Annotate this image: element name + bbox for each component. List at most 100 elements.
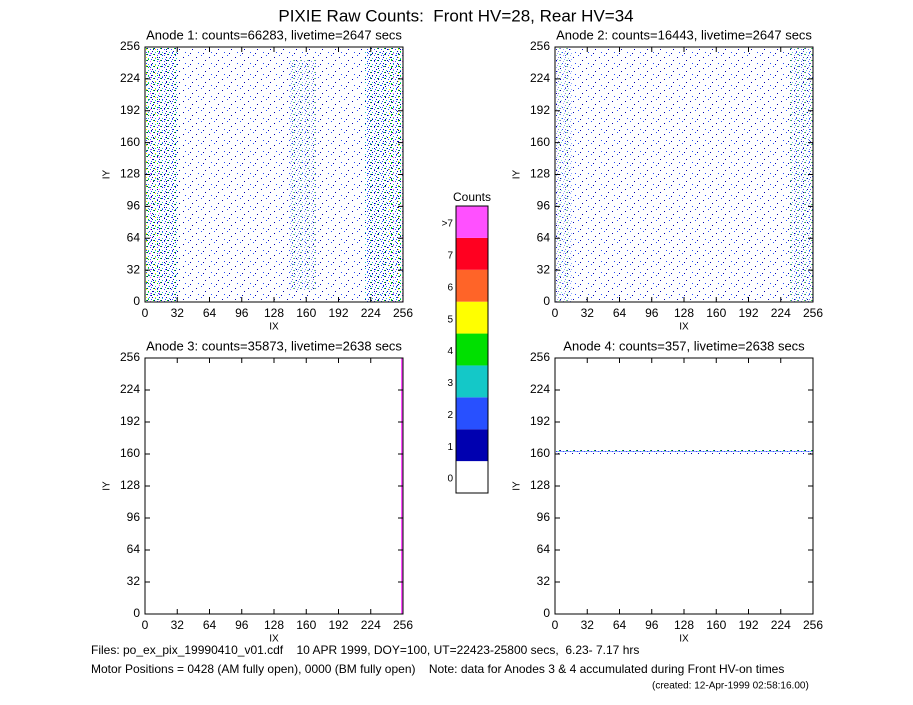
x-tick-label: 192 (738, 618, 758, 632)
panel-title: Anode 3: counts=35873, livetime=2638 sec… (146, 338, 402, 353)
y-tick-label: 0 (543, 606, 550, 620)
y-axis-label: IY (512, 481, 523, 491)
y-tick-label: 64 (127, 542, 141, 556)
panel-title: Anode 4: counts=357, livetime=2638 secs (563, 338, 805, 353)
y-tick-label: 192 (120, 414, 140, 428)
y-tick-label: 0 (133, 606, 140, 620)
plot-frame (144, 357, 404, 615)
y-tick-label: 64 (537, 230, 551, 244)
y-tick-label: 224 (120, 71, 140, 85)
x-tick-label: 96 (645, 618, 659, 632)
colorbar-label: 4 (447, 346, 453, 357)
y-tick-label: 128 (530, 167, 550, 181)
x-tick-label: 0 (552, 306, 559, 320)
x-tick-label: 224 (361, 306, 381, 320)
x-tick-label: 64 (203, 306, 217, 320)
footer-files: Files: po_ex_pix_19990410_v01.cdf 10 APR… (91, 643, 639, 657)
y-tick-label: 32 (537, 262, 551, 276)
colorbar-frame (455, 205, 489, 494)
x-tick-label: 256 (803, 618, 823, 632)
y-tick-label: 96 (537, 199, 551, 213)
colorbar-label: 3 (447, 378, 453, 389)
colorbar-label: 0 (447, 474, 453, 485)
y-tick-label: 256 (530, 39, 550, 53)
colorbar-segment (456, 461, 488, 493)
footer-created: (created: 12-Apr-1999 02:58:16.00) (652, 681, 809, 692)
x-tick-label: 160 (296, 618, 316, 632)
colorbar-segment (456, 206, 488, 238)
x-tick-label: 0 (552, 618, 559, 632)
y-tick-label: 32 (127, 574, 141, 588)
x-tick-label: 256 (803, 306, 823, 320)
x-tick-label: 32 (171, 618, 185, 632)
x-tick-label: 160 (706, 306, 726, 320)
x-tick-label: 96 (645, 306, 659, 320)
x-tick-label: 0 (142, 306, 149, 320)
colorbar-segment (456, 237, 488, 270)
x-axis-label: IX (679, 322, 689, 333)
x-axis-label: IX (269, 322, 279, 333)
y-tick-label: 64 (537, 542, 551, 556)
y-tick-label: 224 (530, 382, 550, 396)
y-axis-label: IY (512, 169, 523, 179)
x-tick-label: 160 (706, 618, 726, 632)
y-tick-label: 192 (530, 414, 550, 428)
x-tick-label: 192 (328, 306, 348, 320)
x-tick-label: 128 (674, 618, 694, 632)
x-tick-label: 256 (393, 306, 413, 320)
y-tick-label: 256 (120, 39, 140, 53)
colorbar-segment (456, 301, 488, 334)
colorbar-segment (456, 269, 488, 302)
colorbar-label: 1 (447, 442, 453, 453)
y-tick-label: 0 (133, 294, 140, 308)
x-tick-label: 96 (235, 306, 249, 320)
y-axis-label: IY (102, 481, 113, 491)
y-tick-label: 32 (127, 262, 141, 276)
x-tick-label: 32 (171, 306, 185, 320)
colorbar-segment (456, 333, 488, 366)
y-tick-label: 128 (120, 478, 140, 492)
x-tick-label: 32 (581, 306, 595, 320)
y-tick-label: 128 (530, 478, 550, 492)
x-tick-label: 256 (393, 618, 413, 632)
colorbar-segment (456, 429, 488, 462)
x-tick-label: 192 (738, 306, 758, 320)
y-tick-label: 256 (120, 350, 140, 364)
colorbar-segment (456, 365, 488, 398)
y-tick-label: 224 (120, 382, 140, 396)
x-tick-label: 224 (771, 618, 791, 632)
y-tick-label: 96 (127, 199, 141, 213)
colorbar-title: Counts (453, 190, 491, 204)
y-axis-label: IY (102, 169, 113, 179)
y-tick-label: 256 (530, 350, 550, 364)
colorbar-label: >7 (442, 219, 454, 230)
y-tick-label: 192 (530, 103, 550, 117)
x-tick-label: 128 (264, 306, 284, 320)
panel-title: Anode 1: counts=66283, livetime=2647 sec… (146, 27, 402, 42)
x-tick-label: 224 (361, 618, 381, 632)
y-tick-label: 192 (120, 103, 140, 117)
y-tick-label: 96 (127, 510, 141, 524)
colorbar-label: 6 (447, 282, 453, 293)
colorbar-label: 5 (447, 314, 453, 325)
y-tick-label: 32 (537, 574, 551, 588)
colorbar-label: 7 (447, 250, 453, 261)
x-tick-label: 128 (674, 306, 694, 320)
footer-motor: Motor Positions = 0428 (AM fully open), … (91, 662, 784, 676)
x-tick-label: 96 (235, 618, 249, 632)
page-title: PIXIE Raw Counts: Front HV=28, Rear HV=3… (278, 6, 633, 25)
y-tick-label: 160 (120, 135, 140, 149)
x-tick-label: 224 (771, 306, 791, 320)
y-tick-label: 224 (530, 71, 550, 85)
x-axis-label: IX (679, 634, 689, 645)
y-tick-label: 128 (120, 167, 140, 181)
y-tick-label: 160 (530, 135, 550, 149)
colorbar-segment (456, 397, 488, 430)
x-tick-label: 64 (613, 306, 627, 320)
y-tick-label: 0 (543, 294, 550, 308)
x-tick-label: 160 (296, 306, 316, 320)
panel-title: Anode 2: counts=16443, livetime=2647 sec… (556, 27, 812, 42)
y-tick-label: 96 (537, 510, 551, 524)
y-tick-label: 160 (120, 446, 140, 460)
